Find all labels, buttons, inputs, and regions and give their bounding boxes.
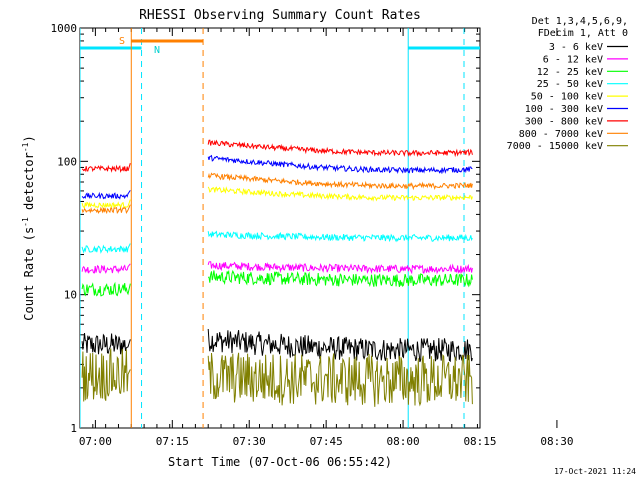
series-group	[81, 139, 473, 407]
series-line	[207, 172, 473, 191]
series-line	[81, 332, 131, 355]
legend-label: 300 - 800 keV	[525, 116, 603, 127]
x-tick-label: 07:45	[310, 435, 343, 448]
timestamp: 17-Oct-2021 11:24	[554, 467, 636, 476]
series-line	[81, 204, 131, 215]
y-label-sup: -1	[21, 217, 30, 227]
x-tick-label: 07:00	[79, 435, 112, 448]
x-tick-label: 08:30	[540, 435, 573, 448]
x-tick-label: 07:30	[233, 435, 266, 448]
series-line	[207, 269, 473, 288]
night-label: N	[154, 45, 160, 56]
y-tick-label: 1000	[51, 22, 78, 35]
y-axis-ticks: 1 10 100 1000	[51, 22, 480, 435]
chart-title: RHESSI Observing Summary Count Rates	[139, 8, 421, 23]
y-tick-label: 100	[57, 155, 77, 168]
legend-label: 50 - 100 keV	[531, 92, 603, 103]
legend-label: 3 - 6 keV	[549, 42, 603, 53]
series-line	[207, 352, 473, 407]
legend-label: 100 - 300 keV	[525, 104, 603, 115]
y-label-part: detector	[22, 152, 36, 217]
x-axis-ticks: 07:00 07:15 07:30 07:45 08:00 08:15 08:30	[79, 28, 573, 448]
series-line	[207, 186, 473, 202]
legend-label: 12 - 25 keV	[537, 67, 603, 78]
series-line	[207, 261, 473, 275]
legend-label: 7000 - 15000 keV	[507, 141, 603, 152]
series-line	[81, 348, 131, 402]
series-line	[81, 263, 131, 274]
y-tick-label: 10	[64, 289, 77, 302]
legend-label: 6 - 12 keV	[543, 54, 603, 65]
saa-label: S	[119, 36, 125, 47]
y-label-sup: -1	[21, 142, 30, 152]
series-line	[81, 199, 131, 210]
legend: Det 1,3,4,5,6,9, FDecim 1, Att 0 3 - 6 k…	[507, 16, 628, 152]
series-line	[81, 190, 131, 200]
y-tick-label: 1	[70, 422, 77, 435]
x-tick-label: 08:15	[463, 435, 496, 448]
series-line	[81, 281, 131, 297]
series-line	[207, 154, 473, 175]
legend-label: 25 - 50 keV	[537, 79, 603, 90]
series-line	[207, 139, 473, 158]
x-tick-label: 08:00	[387, 435, 420, 448]
series-line	[207, 328, 473, 363]
y-axis-label: Count Rate (s-1 detector-1)	[21, 135, 36, 320]
x-axis-label: Start Time (07-Oct-06 06:55:42)	[168, 455, 392, 469]
series-line	[81, 243, 131, 254]
x-tick-label: 07:15	[156, 435, 189, 448]
y-label-part: Count Rate (s	[22, 227, 36, 321]
legend-label: 800 - 7000 keV	[519, 129, 603, 140]
legend-header-1: Det 1,3,4,5,6,9,	[532, 16, 628, 27]
series-line	[207, 230, 473, 243]
y-label-part: )	[22, 135, 36, 142]
series-line	[81, 163, 131, 174]
legend-header-2: FDecim 1, Att 0	[538, 28, 628, 39]
